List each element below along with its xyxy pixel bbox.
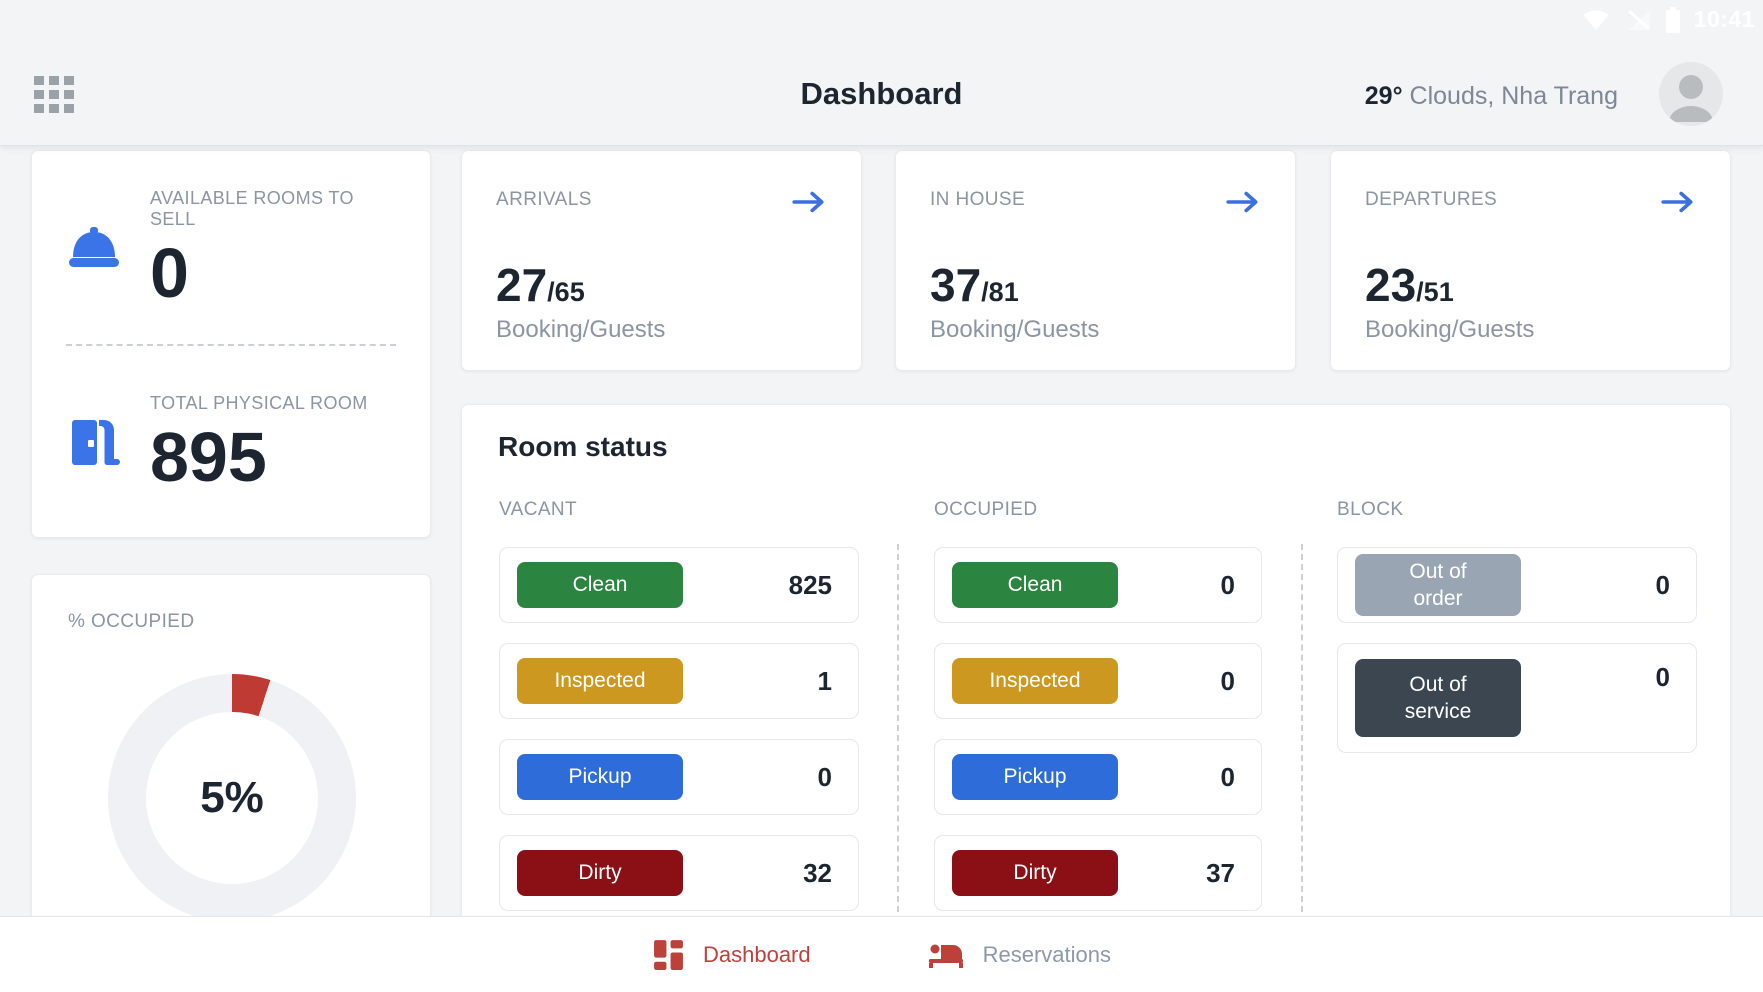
room-status-card: Room status VACANT Clean 825 Inspected 1… (461, 404, 1731, 992)
occupied-header: OCCUPIED (934, 499, 1262, 521)
weather-desc: Clouds, Nha Trang (1403, 82, 1618, 110)
status-chip: Clean (517, 562, 683, 608)
status-row-vacant-pickup[interactable]: Pickup 0 (499, 739, 859, 815)
status-row-occupied-dirty[interactable]: Dirty 37 (934, 835, 1262, 911)
nav-item-reservations[interactable]: Reservations (927, 941, 1111, 969)
arrivals-card[interactable]: ARRIVALS 27/65 Booking/Guests (461, 150, 862, 371)
room-status-title: Room status (498, 431, 668, 463)
no-signal-icon (1624, 8, 1652, 32)
bed-icon (927, 941, 965, 969)
status-row-vacant-clean[interactable]: Clean 825 (499, 547, 859, 623)
total-rooms-label: TOTAL PHYSICAL ROOM (150, 393, 368, 414)
block-column: BLOCK Out of order 0 Out of service 0 (1337, 499, 1697, 773)
occupancy-label: % OCCUPIED (68, 611, 194, 633)
status-row-occupied-clean[interactable]: Clean 0 (934, 547, 1262, 623)
status-chip: Inspected (952, 658, 1118, 704)
arrow-right-icon[interactable] (791, 189, 827, 215)
nav-label: Dashboard (703, 942, 811, 968)
block-header: BLOCK (1337, 499, 1697, 521)
weather-widget: 29° Clouds, Nha Trang (1365, 82, 1618, 111)
vacant-column: VACANT Clean 825 Inspected 1 Pickup 0 Di… (499, 499, 859, 931)
arrow-right-icon[interactable] (1225, 189, 1261, 215)
arrivals-label: ARRIVALS (496, 189, 592, 211)
status-count: 37 (1206, 858, 1235, 889)
status-count: 0 (1221, 570, 1235, 601)
departures-card[interactable]: DEPARTURES 23/51 Booking/Guests (1330, 150, 1731, 371)
avatar[interactable] (1659, 62, 1723, 126)
status-bar: 10:41 (1581, 6, 1755, 33)
status-chip: Pickup (952, 754, 1118, 800)
status-chip: Dirty (952, 850, 1118, 896)
status-count: 0 (818, 762, 832, 793)
dashboard-icon (652, 938, 685, 971)
vacant-header: VACANT (499, 499, 859, 521)
status-row-block-out-of-service[interactable]: Out of service 0 (1337, 643, 1697, 753)
app-header: 10:41 Dashboard 29° Clouds, Nha Trang (0, 0, 1763, 146)
available-rooms-value: 0 (150, 238, 396, 308)
status-row-vacant-inspected[interactable]: Inspected 1 (499, 643, 859, 719)
arrivals-total: /65 (547, 277, 585, 307)
occupied-column: OCCUPIED Clean 0 Inspected 0 Pickup 0 Di… (934, 499, 1262, 931)
arrivals-value: 27 (496, 259, 547, 311)
total-rooms-value: 895 (150, 422, 368, 492)
in-house-total: /81 (981, 277, 1019, 307)
status-count: 0 (1656, 662, 1670, 693)
nav-item-dashboard[interactable]: Dashboard (652, 938, 811, 971)
status-row-vacant-dirty[interactable]: Dirty 32 (499, 835, 859, 911)
status-chip: Dirty (517, 850, 683, 896)
status-chip: Clean (952, 562, 1118, 608)
status-chip: Pickup (517, 754, 683, 800)
departures-value: 23 (1365, 259, 1416, 311)
status-chip: Out of service (1355, 659, 1521, 737)
door-icon (66, 417, 122, 469)
status-row-occupied-pickup[interactable]: Pickup 0 (934, 739, 1262, 815)
available-rooms-row: AVAILABLE ROOMS TO SELL 0 (32, 151, 430, 344)
weather-temp: 29° (1365, 82, 1403, 110)
clock: 10:41 (1694, 6, 1755, 33)
in-house-card[interactable]: IN HOUSE 37/81 Booking/Guests (895, 150, 1296, 371)
total-rooms-row: TOTAL PHYSICAL ROOM 895 (32, 346, 430, 539)
user-icon (1659, 62, 1723, 126)
departures-sub: Booking/Guests (1365, 316, 1696, 344)
status-chip: Inspected (517, 658, 683, 704)
nav-label: Reservations (983, 942, 1111, 968)
arrow-right-icon[interactable] (1660, 189, 1696, 215)
bottom-navigation: Dashboard Reservations (0, 916, 1763, 992)
status-count: 825 (789, 570, 832, 601)
status-count: 0 (1656, 570, 1670, 601)
arrivals-sub: Booking/Guests (496, 316, 827, 344)
status-row-block-out-of-order[interactable]: Out of order 0 (1337, 547, 1697, 623)
column-divider (897, 544, 899, 912)
column-divider (1301, 544, 1303, 912)
wifi-icon (1581, 8, 1611, 32)
in-house-value: 37 (930, 259, 981, 311)
battery-icon (1665, 7, 1681, 33)
departures-total: /51 (1416, 277, 1454, 307)
in-house-sub: Booking/Guests (930, 316, 1261, 344)
status-count: 0 (1221, 666, 1235, 697)
status-count: 1 (818, 666, 832, 697)
status-row-occupied-inspected[interactable]: Inspected 0 (934, 643, 1262, 719)
status-count: 0 (1221, 762, 1235, 793)
rooms-summary-card: AVAILABLE ROOMS TO SELL 0 TOTAL PHYSICAL… (31, 150, 431, 538)
occupancy-percent: 5% (200, 773, 264, 823)
in-house-label: IN HOUSE (930, 189, 1025, 211)
departures-label: DEPARTURES (1365, 189, 1497, 211)
occupancy-donut-chart: 5% (108, 674, 356, 922)
status-count: 32 (803, 858, 832, 889)
bell-icon (66, 226, 122, 270)
status-chip: Out of order (1355, 554, 1521, 617)
occupancy-card: % OCCUPIED 5% (31, 574, 431, 974)
available-rooms-label: AVAILABLE ROOMS TO SELL (150, 188, 396, 230)
